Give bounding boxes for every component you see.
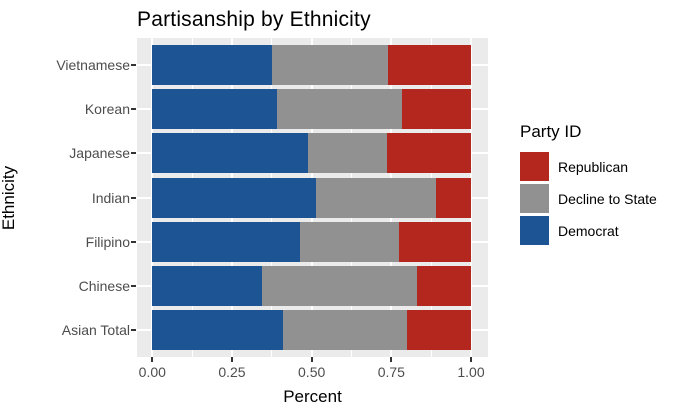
y-category-label: Korean	[84, 100, 130, 117]
bar-segment-democrat	[152, 88, 277, 129]
legend-entries: Republican Decline to State Democrat	[508, 152, 685, 245]
x-tick-mark	[230, 357, 233, 362]
y-tick-mark	[131, 196, 136, 199]
legend-entry: Democrat	[520, 216, 685, 245]
y-tick-mark	[131, 152, 136, 155]
bar-segment-republican	[388, 44, 471, 85]
bar-segment-democrat	[152, 133, 309, 174]
bar-segment-democrat	[152, 44, 272, 85]
y-tick-mark	[131, 63, 136, 66]
bar-segment-decline-to-state	[276, 88, 403, 129]
bar-segment-republican	[416, 266, 471, 307]
bar-segment-democrat	[152, 310, 283, 351]
bar-segment-decline-to-state	[271, 44, 389, 85]
y-category-label: Indian	[91, 189, 130, 206]
gridline-v-major	[470, 38, 472, 357]
legend-label: Democrat	[558, 222, 619, 239]
bar-segment-republican	[399, 221, 471, 262]
bar-segment-republican	[407, 310, 471, 351]
x-tick-mark	[390, 357, 393, 362]
y-axis-labels: Vietnamese Korean Japanese Indian Filipino Ch…	[0, 38, 130, 357]
x-tick-mark	[470, 357, 472, 362]
bar-segment-democrat	[152, 266, 263, 307]
bar-segment-decline-to-state	[282, 310, 408, 351]
legend-swatch-decline-to-state	[520, 184, 549, 213]
chart-title: Partisanship by Ethnicity	[137, 8, 371, 31]
x-tick-mark	[151, 357, 154, 362]
y-category-label: Filipino	[85, 233, 130, 250]
bar-segment-decline-to-state	[300, 221, 400, 262]
bar-segment-republican	[402, 88, 471, 129]
legend-entry: Decline to State	[520, 184, 685, 213]
bar-segment-democrat	[152, 221, 301, 262]
plot-panel	[137, 38, 488, 357]
bar-segment-republican	[435, 177, 471, 218]
legend-swatch-republican	[520, 152, 549, 181]
legend-label: Republican	[558, 158, 629, 175]
legend-entry: Republican	[520, 152, 685, 181]
legend-label: Decline to State	[558, 190, 657, 207]
bar-segment-republican	[386, 133, 471, 174]
bar-segment-decline-to-state	[316, 177, 436, 218]
x-axis-title: Percent	[283, 387, 342, 406]
y-category-label: Chinese	[78, 278, 130, 295]
legend: Party ID Republican Decline to State Democ…	[508, 122, 685, 248]
y-category-label: Japanese	[69, 145, 130, 162]
x-tick-label: 0.50	[298, 364, 326, 380]
x-tick-label: 0.75	[377, 364, 405, 380]
x-tick-label: 0.25	[218, 364, 246, 380]
y-tick-mark	[131, 107, 136, 110]
bar-segment-democrat	[152, 177, 317, 218]
bar-segment-decline-to-state	[308, 133, 387, 174]
legend-title: Party ID	[520, 122, 582, 141]
x-tick-label: 1.00	[457, 364, 485, 380]
y-tick-mark	[131, 240, 136, 243]
x-tick-mark	[310, 357, 313, 362]
y-category-label: Asian Total	[61, 322, 130, 339]
legend-swatch-democrat	[520, 216, 549, 245]
y-category-label: Vietnamese	[56, 56, 130, 73]
bar-segment-decline-to-state	[262, 266, 417, 307]
x-tick-label: 0.00	[138, 364, 166, 380]
y-tick-mark	[131, 285, 136, 288]
y-tick-mark	[131, 329, 136, 332]
